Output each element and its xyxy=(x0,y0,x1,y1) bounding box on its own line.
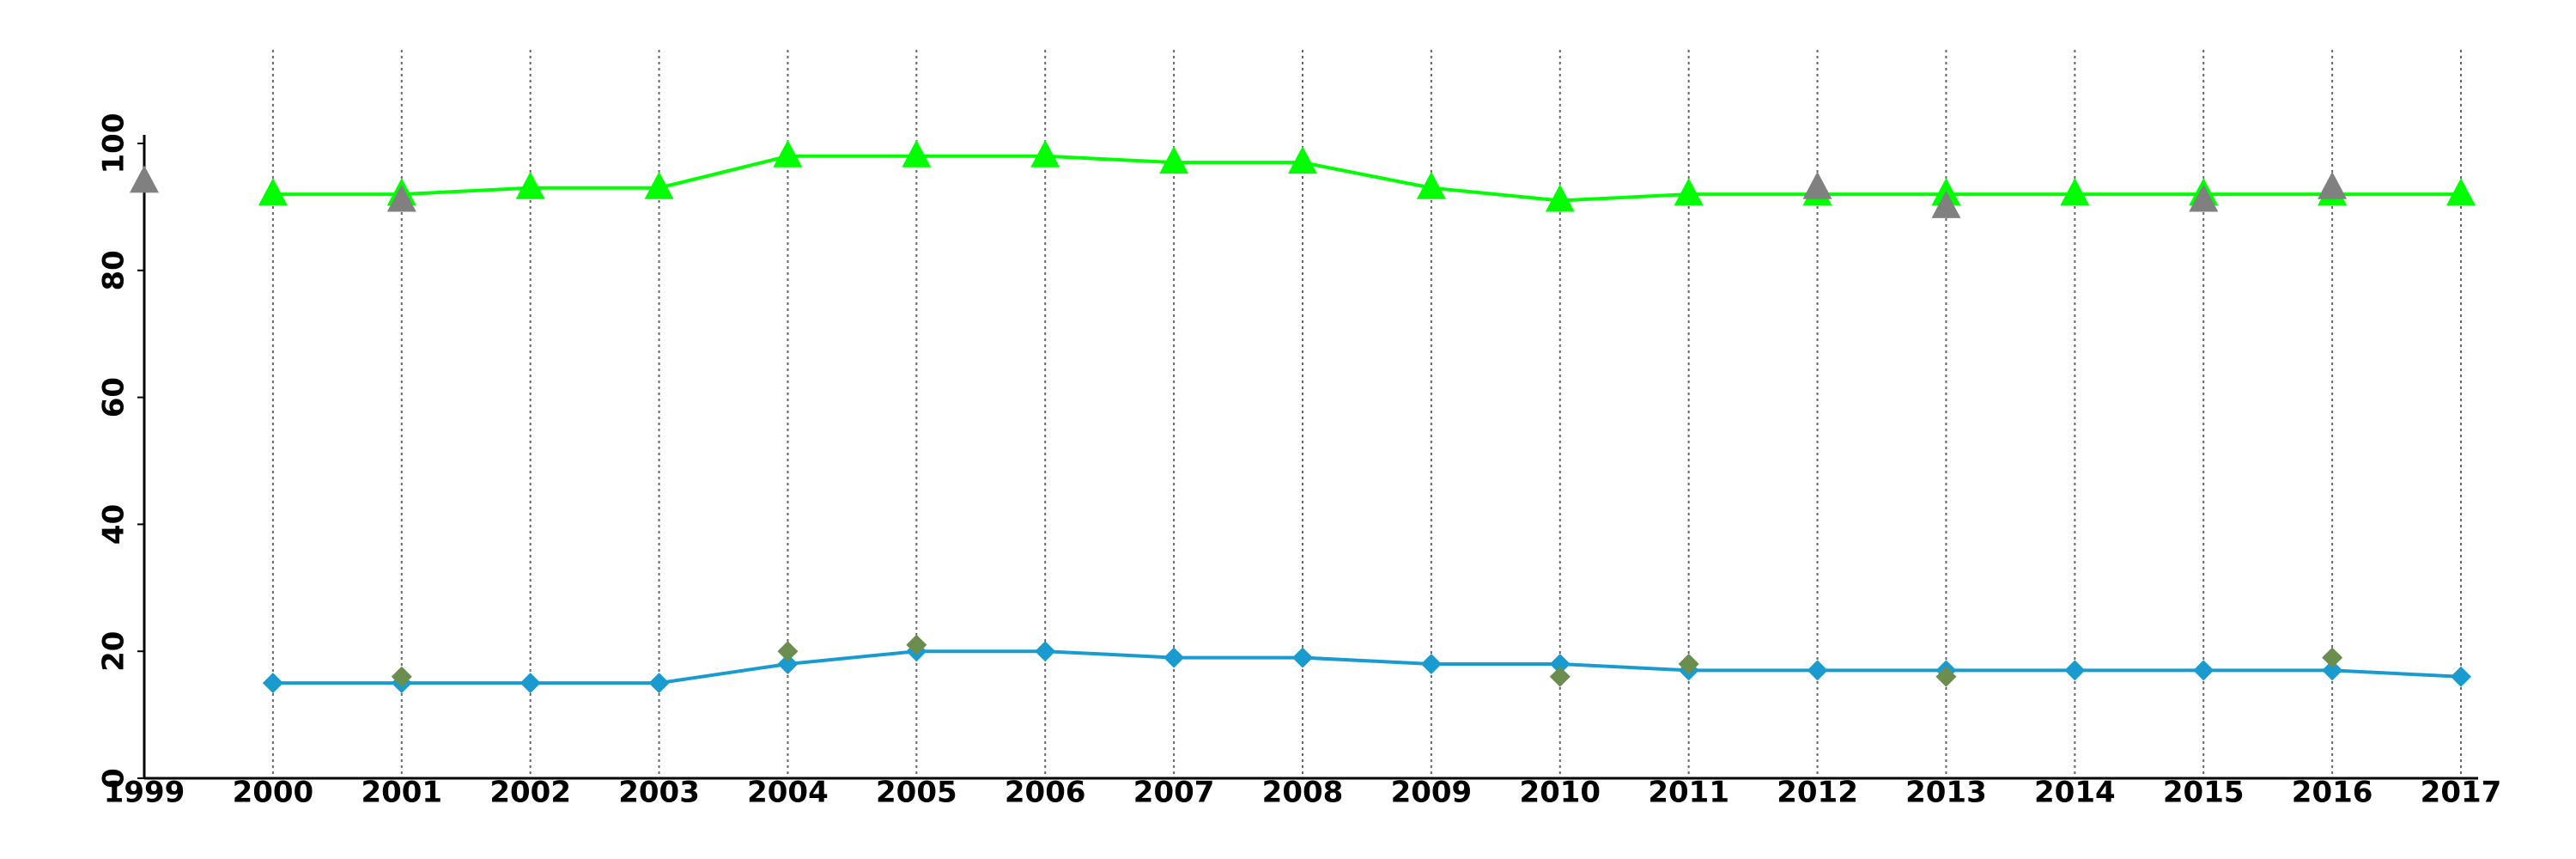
point xyxy=(2060,178,2090,206)
y-tick-label: 0 xyxy=(97,768,131,789)
point xyxy=(2189,184,2219,212)
y-tick-label: 100 xyxy=(97,113,131,174)
x-tick-label: 2007 xyxy=(1133,776,1215,810)
point xyxy=(644,171,674,199)
point xyxy=(1549,653,1571,674)
x-tick-label: 2017 xyxy=(2421,776,2502,810)
series-line xyxy=(272,154,2461,203)
point xyxy=(906,634,927,655)
point xyxy=(902,139,932,168)
point xyxy=(1549,666,1571,687)
point xyxy=(515,171,545,199)
point xyxy=(2451,666,2471,687)
point xyxy=(1288,146,1317,174)
point xyxy=(2446,178,2476,206)
point xyxy=(2193,660,2215,681)
y-tick-label: 20 xyxy=(97,631,131,672)
point xyxy=(777,641,799,662)
point xyxy=(1931,190,1961,218)
x-tick-label: 2003 xyxy=(618,776,700,810)
point xyxy=(777,653,799,674)
point xyxy=(1678,653,1699,674)
point xyxy=(773,139,803,168)
x-tick-label: 1999 xyxy=(104,776,185,810)
point xyxy=(1674,178,1704,206)
point xyxy=(1545,184,1575,212)
x-tick-label: 2005 xyxy=(876,776,957,810)
point xyxy=(130,165,159,193)
point xyxy=(1159,146,1189,174)
point xyxy=(258,178,288,206)
point xyxy=(1935,666,1957,687)
point xyxy=(1163,647,1185,668)
x-tick-label: 2016 xyxy=(2292,776,2373,810)
point xyxy=(519,673,541,694)
point xyxy=(391,666,412,687)
x-tick-label: 2002 xyxy=(489,776,571,810)
point xyxy=(1292,647,1313,668)
x-tick-label: 2010 xyxy=(1519,776,1601,810)
point xyxy=(1807,660,1828,681)
point xyxy=(386,184,416,212)
point xyxy=(1420,653,1442,674)
x-tick-label: 2012 xyxy=(1777,776,1858,810)
point xyxy=(1030,139,1060,168)
x-tick-label: 2001 xyxy=(361,776,442,810)
x-tick-label: 2013 xyxy=(1905,776,1987,810)
y-tick-label: 40 xyxy=(97,504,131,545)
y-tick-label: 80 xyxy=(97,250,131,290)
x-tick-label: 2014 xyxy=(2034,776,2116,810)
point xyxy=(2322,660,2343,681)
point xyxy=(1035,641,1056,662)
point xyxy=(648,673,670,694)
x-tick-label: 2015 xyxy=(2163,776,2245,810)
y-tick-label: 60 xyxy=(97,377,131,417)
point xyxy=(2322,647,2343,668)
x-tick-label: 2004 xyxy=(747,776,829,810)
point xyxy=(2064,660,2086,681)
x-tick-label: 2000 xyxy=(233,776,314,810)
x-tick-label: 2009 xyxy=(1391,776,1473,810)
point xyxy=(1416,171,1446,199)
point xyxy=(2318,171,2348,199)
x-tick-label: 2011 xyxy=(1648,776,1729,810)
x-tick-label: 2006 xyxy=(1005,776,1086,810)
point xyxy=(1802,171,1832,199)
point xyxy=(262,673,283,694)
series-line xyxy=(272,649,2462,685)
x-tick-label: 2008 xyxy=(1262,776,1344,810)
